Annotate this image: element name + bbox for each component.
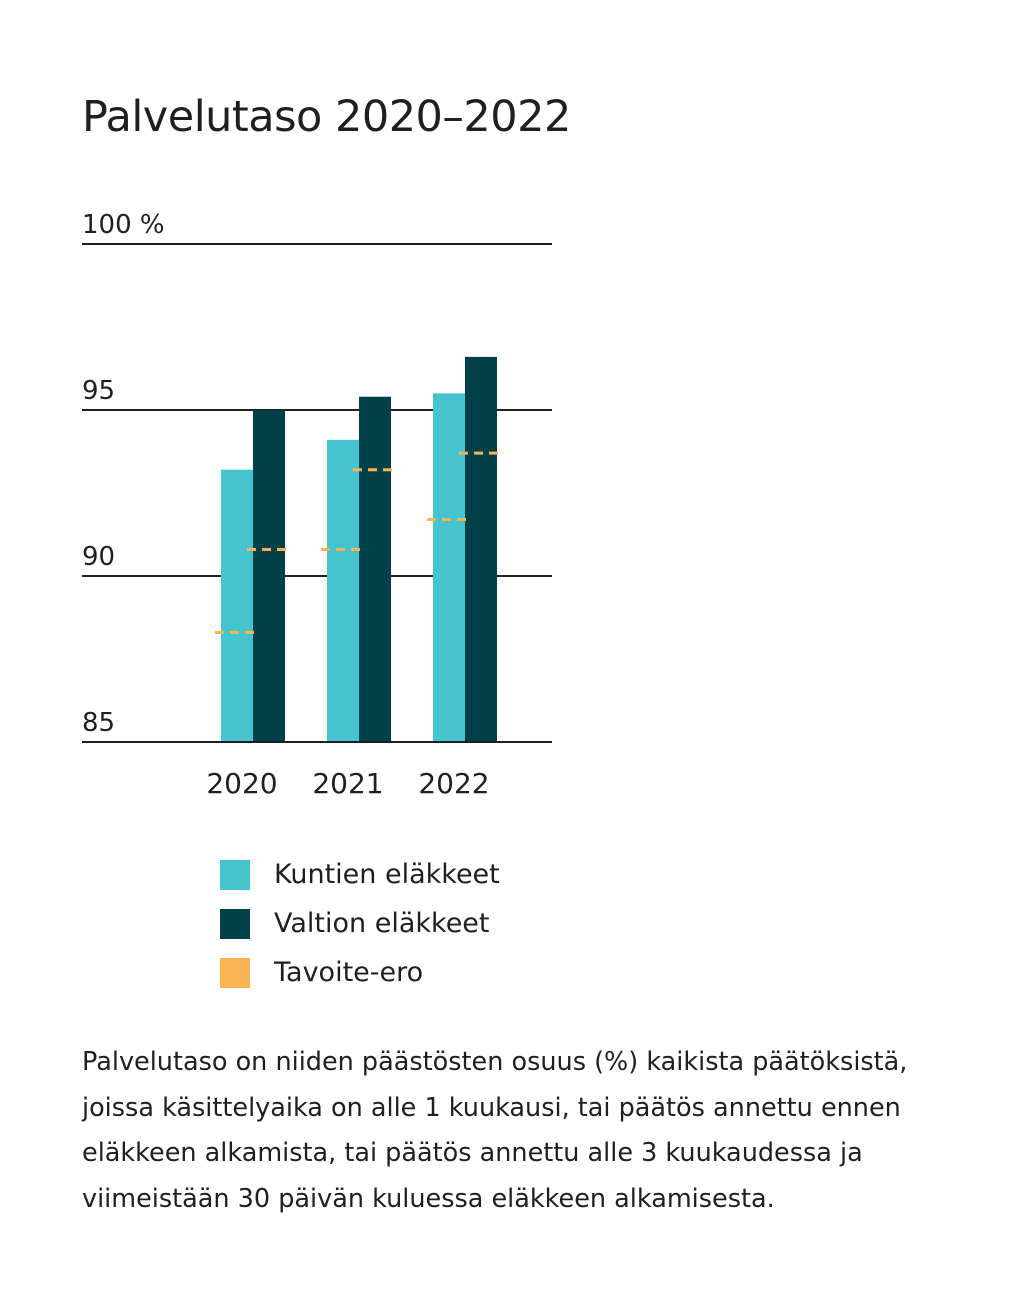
legend-swatch-valtion <box>220 908 250 939</box>
legend: Kuntien eläkkeet Valtion eläkkeet Tavoit… <box>220 850 500 997</box>
legend-label-tavoite: Tavoite-ero <box>274 957 424 988</box>
y-tick-label-85: 85 <box>82 708 115 738</box>
legend-label-valtion: Valtion eläkkeet <box>274 908 490 939</box>
legend-item-valtion: Valtion eläkkeet <box>220 899 500 948</box>
bar-chart: 85 90 95 100 % 2020 2021 2022 <box>82 210 552 800</box>
y-tick-label-100: 100 % <box>82 210 165 240</box>
legend-swatch-kuntien <box>220 859 250 890</box>
bar-kuntien-2021 <box>327 439 359 742</box>
x-tick-label-2021: 2021 <box>312 767 383 800</box>
legend-swatch-tavoite <box>220 957 250 988</box>
bar-kuntien-2022 <box>433 393 465 742</box>
bar-valtion-2022 <box>465 356 497 742</box>
legend-label-kuntien: Kuntien eläkkeet <box>274 859 500 890</box>
legend-item-tavoite: Tavoite-ero <box>220 948 500 997</box>
y-tick-label-95: 95 <box>82 376 115 406</box>
legend-item-kuntien: Kuntien eläkkeet <box>220 850 500 899</box>
footnote: Palvelutaso on niiden päästösten osuus (… <box>82 1047 908 1214</box>
y-tick-label-90: 90 <box>82 542 115 572</box>
bar-valtion-2020 <box>253 410 285 742</box>
x-tick-label-2020: 2020 <box>206 767 277 800</box>
page-title: Palvelutaso 2020–2022 <box>82 92 571 142</box>
bar-kuntien-2020 <box>221 469 253 742</box>
bar-valtion-2021 <box>359 396 391 742</box>
x-tick-label-2022: 2022 <box>418 767 489 800</box>
